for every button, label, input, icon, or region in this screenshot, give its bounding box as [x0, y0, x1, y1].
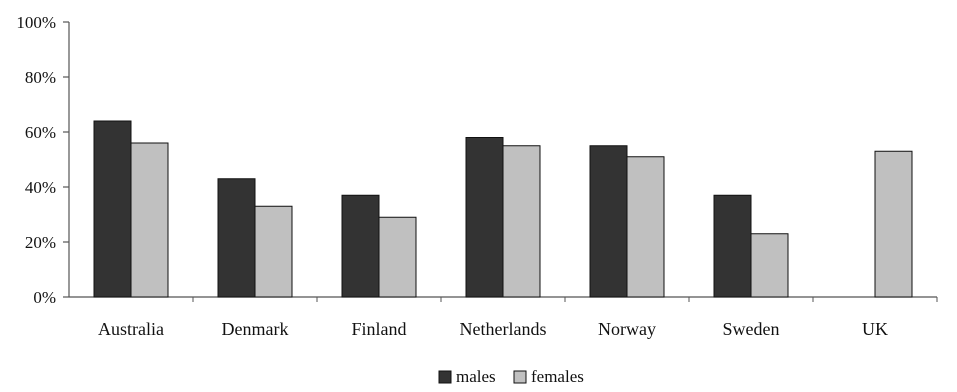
x-category-label: Sweden	[723, 319, 780, 339]
bar-males-finland	[341, 194, 380, 298]
y-tick-label: 80%	[25, 68, 56, 87]
legend-label-females: females	[531, 367, 584, 386]
x-category-label: Australia	[98, 319, 164, 339]
y-tick-labels: 0% 20% 40% 60% 80% 100%	[16, 13, 56, 307]
bar-females-australia	[130, 142, 169, 298]
bar-females-finland	[378, 216, 417, 298]
bars	[93, 120, 913, 298]
bar-males-norway	[589, 145, 628, 298]
y-tick-label: 60%	[25, 123, 56, 142]
bar-females-sweden	[750, 233, 789, 298]
legend-label-males: males	[456, 367, 496, 386]
bar-males-sweden	[713, 194, 752, 298]
bar-males-denmark	[217, 178, 256, 298]
y-tick-label: 0%	[33, 288, 56, 307]
legend: males females	[438, 367, 584, 386]
x-category-label: UK	[862, 319, 888, 339]
bar-males-australia	[93, 120, 132, 298]
x-category-label: Denmark	[222, 319, 289, 339]
x-category-labels: Australia Denmark Finland Netherlands Norway…	[98, 319, 888, 339]
bar-males-netherlands	[465, 137, 504, 298]
bar-females-netherlands	[502, 145, 541, 298]
x-category-label: Finland	[351, 319, 406, 339]
x-category-label: Netherlands	[460, 319, 547, 339]
bar-females-norway	[626, 156, 665, 298]
bar-females-denmark	[254, 205, 293, 298]
y-tick-label: 40%	[25, 178, 56, 197]
y-tick-label: 100%	[16, 13, 56, 32]
y-tick-label: 20%	[25, 233, 56, 252]
x-category-label: Norway	[598, 319, 656, 339]
legend-swatch-females	[513, 370, 527, 384]
legend-swatch-males	[438, 370, 452, 384]
bar-females-uk	[874, 150, 913, 298]
